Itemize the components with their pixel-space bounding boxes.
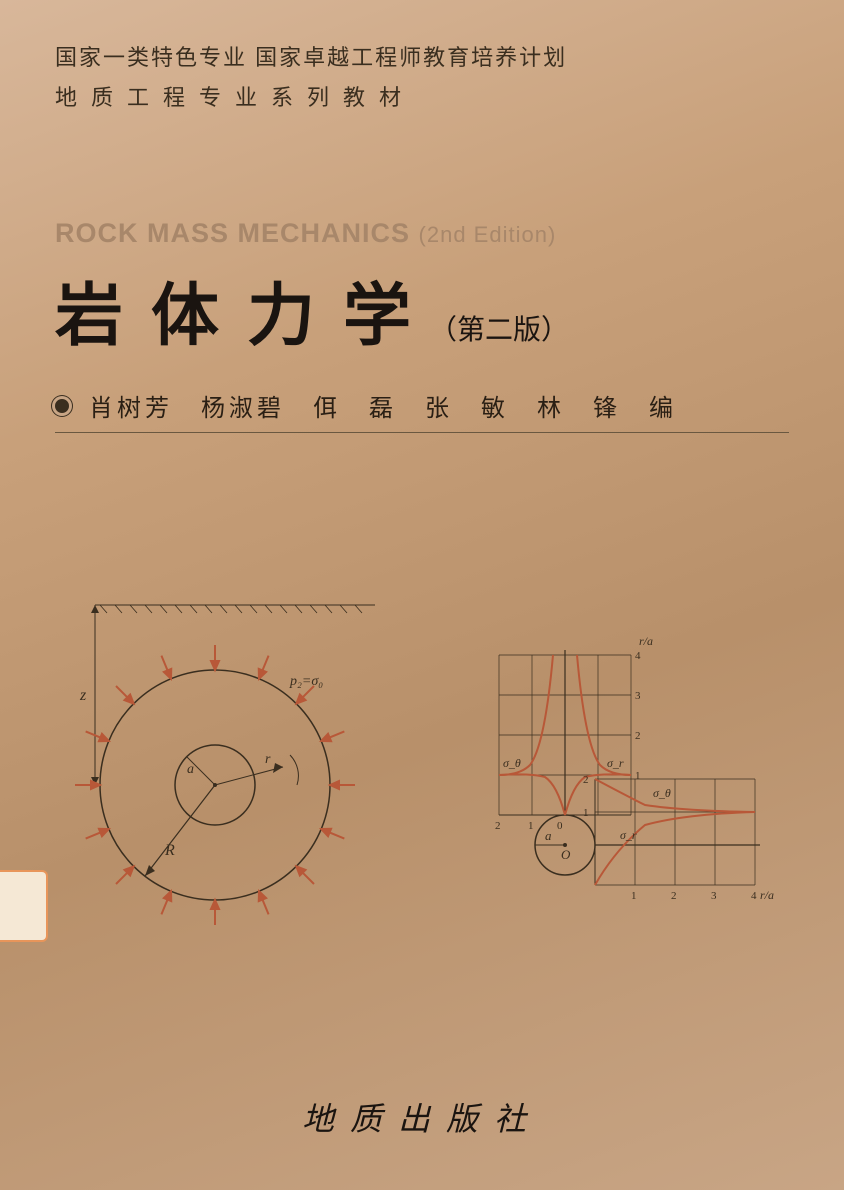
svg-text:O: O — [561, 847, 571, 862]
book-title: 岩体力学 — [55, 260, 439, 359]
main-title-row: 岩体力学 （第二版） — [55, 260, 569, 359]
divider-line — [55, 432, 789, 433]
svg-text:1: 1 — [528, 820, 534, 832]
svg-text:p₂=σ₀: p₂=σ₀ — [289, 674, 323, 689]
diagrams: z — [55, 585, 775, 965]
svg-text:2: 2 — [635, 730, 641, 742]
authors: 肖树芳 杨淑碧 佴 磊 张 敏 林 锋 编 — [89, 388, 677, 423]
library-sticker — [0, 870, 48, 942]
svg-text:R: R — [164, 842, 175, 859]
left-diagram: z — [75, 605, 375, 925]
svg-text:2: 2 — [495, 820, 501, 832]
authors-row: 肖树芳 杨淑碧 佴 磊 张 敏 林 锋 编 — [55, 388, 677, 423]
publisher: 地质出版社 — [0, 1094, 844, 1140]
series-line-2: 地质工程专业系列教材 — [55, 80, 567, 112]
book-edition: （第二版） — [429, 308, 569, 348]
series-header: 国家一类特色专业 国家卓越工程师教育培养计划 地质工程专业系列教材 — [55, 40, 567, 112]
svg-text:1: 1 — [583, 807, 589, 819]
svg-text:3: 3 — [635, 690, 641, 702]
svg-text:σ_r: σ_r — [620, 828, 637, 842]
svg-text:4: 4 — [751, 890, 757, 902]
svg-text:1: 1 — [635, 770, 641, 782]
english-edition: (2nd Edition) — [419, 222, 557, 247]
svg-text:σ_θ: σ_θ — [503, 756, 521, 770]
svg-text:r/a: r/a — [760, 888, 774, 902]
svg-text:4: 4 — [635, 650, 641, 662]
cover-diagram-svg: z — [55, 585, 775, 965]
svg-text:2: 2 — [583, 774, 589, 786]
bullet-icon — [55, 399, 69, 413]
svg-text:3: 3 — [711, 890, 717, 902]
series-line-1: 国家一类特色专业 国家卓越工程师教育培养计划 — [55, 40, 567, 72]
z-label: z — [79, 687, 87, 704]
english-title: ROCK MASS MECHANICS (2nd Edition) — [55, 218, 556, 249]
svg-text:r: r — [265, 752, 271, 767]
svg-text:1: 1 — [631, 890, 637, 902]
svg-text:a: a — [545, 828, 552, 843]
right-diagram: a O 0 — [495, 634, 774, 902]
svg-text:a: a — [187, 762, 194, 777]
english-title-main: ROCK MASS MECHANICS — [55, 218, 410, 248]
svg-text:0: 0 — [557, 820, 563, 832]
svg-text:σ_r: σ_r — [607, 756, 624, 770]
svg-text:2: 2 — [671, 890, 677, 902]
svg-text:σ_θ: σ_θ — [653, 786, 671, 800]
svg-text:r/a: r/a — [639, 634, 653, 648]
